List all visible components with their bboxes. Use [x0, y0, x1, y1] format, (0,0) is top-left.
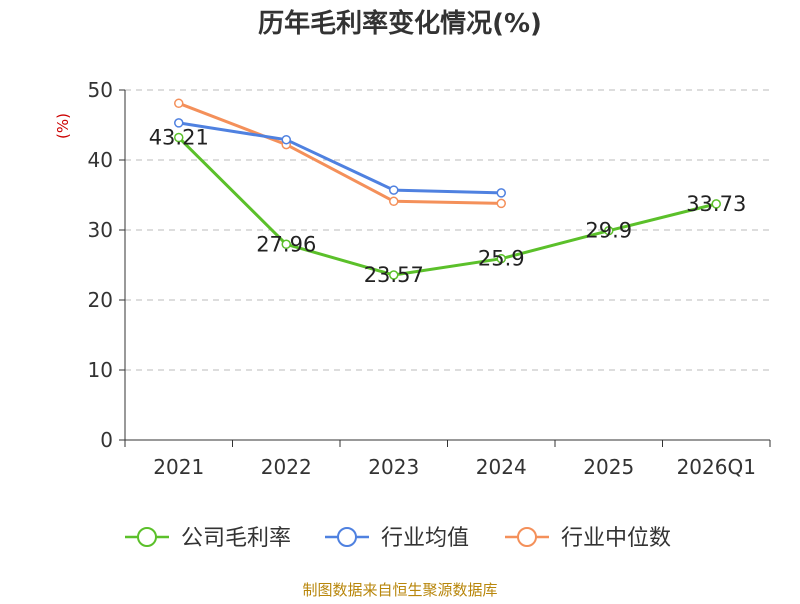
series-1-point-1[interactable] — [281, 134, 291, 145]
axes: 0 10 20 30 40 50 2021 2022 2023 2024 2025 2026Q1 — [88, 78, 771, 479]
series-line-2 — [178, 101, 502, 205]
y-tick-label-10: 10 — [88, 358, 113, 382]
series-0-point-5[interactable] — [711, 199, 721, 209]
y-tick-label-30: 30 — [88, 218, 113, 242]
y-tick-label-0: 0 — [100, 428, 113, 452]
legend-item-0[interactable]: 公司毛利率 — [125, 526, 291, 551]
legend-item-1[interactable]: 行业均值 — [325, 526, 469, 551]
series-0-point-4[interactable] — [604, 225, 614, 236]
legend-marker-1 — [337, 527, 357, 547]
series-0-point-3[interactable] — [496, 253, 506, 264]
x-tick-label-2025: 2025 — [583, 455, 634, 479]
series-1-point-3[interactable] — [496, 188, 506, 198]
data-label-0: 43.21 — [149, 126, 209, 150]
series-0-point-0[interactable] — [174, 132, 184, 143]
x-tick-label-2024: 2024 — [476, 455, 527, 479]
source-note: 制图数据来自恒生聚源数据库 — [302, 581, 497, 599]
legend-item-2[interactable]: 行业中位数 — [505, 526, 671, 551]
legend-label-1: 行业均值 — [381, 526, 469, 551]
legend-marker-0 — [137, 527, 157, 547]
series-line-0 — [177, 136, 717, 277]
series-2-point-0[interactable] — [174, 98, 184, 109]
chart-title: 历年毛利率变化情况(%) — [258, 8, 542, 39]
x-tick-label-2021: 2021 — [153, 455, 204, 479]
legend-marker-2 — [517, 527, 537, 547]
x-tick-label-2022: 2022 — [261, 455, 312, 479]
series-2-point-2[interactable] — [389, 196, 399, 207]
series-line-1 — [178, 121, 502, 195]
series-0-point-1[interactable] — [281, 239, 291, 250]
x-tick-label-2023: 2023 — [368, 455, 419, 479]
series-lines — [174, 98, 721, 280]
legend-label-0: 公司毛利率 — [181, 526, 291, 551]
data-label-2: 23.57 — [364, 263, 424, 287]
data-label-4: 29.9 — [585, 219, 632, 243]
y-axis-label: (%) — [54, 113, 72, 139]
data-labels: 43.21 27.96 23.57 25.9 29.9 33.73 — [149, 126, 747, 287]
y-tick-label-20: 20 — [88, 288, 113, 312]
grid-lines — [125, 89, 770, 371]
y-tick-label-40: 40 — [88, 148, 113, 172]
series-1-point-2[interactable] — [389, 185, 399, 195]
series-1-point-0[interactable] — [174, 118, 184, 128]
series-0-point-2[interactable] — [389, 270, 399, 280]
data-label-1: 27.96 — [256, 232, 316, 256]
legend[interactable]: 公司毛利率 行业均值 行业中位数 — [125, 526, 671, 551]
data-label-3: 25.9 — [478, 247, 525, 271]
x-tick-label-2026Q1: 2026Q1 — [677, 455, 756, 479]
series-2-point-3[interactable] — [496, 198, 506, 209]
legend-label-2: 行业中位数 — [561, 526, 671, 551]
data-label-5: 33.73 — [686, 192, 746, 216]
y-tick-label-50: 50 — [88, 78, 113, 102]
